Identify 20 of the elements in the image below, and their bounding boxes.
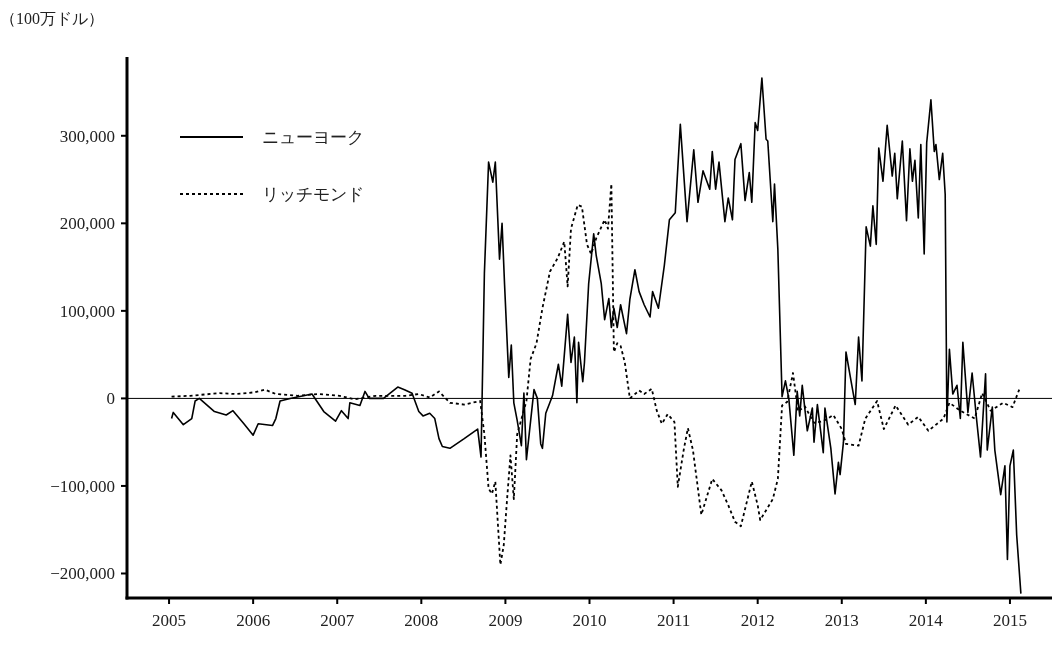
y-axis-title: （100万ドル） [0,10,104,27]
x-tick-label: 2009 [488,611,523,630]
x-tick-label: 2012 [740,611,775,630]
x-tick-label: 2010 [572,611,607,630]
x-tick-label: 2015 [992,611,1027,630]
x-tick-label: 2007 [320,611,355,630]
x-tick-label: 2014 [908,611,944,630]
legend-label: リッチモンド [262,185,364,204]
x-tick-label: 2011 [656,611,691,630]
x-tick-label: 2008 [404,611,439,630]
y-tick-label: −200,000 [50,564,115,584]
y-tick-label: 200,000 [59,214,115,234]
x-tick-label: 2006 [236,611,271,630]
y-tick-label: 300,000 [59,126,115,146]
y-tick-label: −100,000 [50,476,115,496]
y-tick-label: 100,000 [59,301,115,321]
x-tick-label: 2005 [152,611,187,630]
y-tick-label: 0 [106,389,115,409]
x-tick-label: 2013 [824,611,859,630]
legend-label: ニューヨーク [262,128,364,147]
